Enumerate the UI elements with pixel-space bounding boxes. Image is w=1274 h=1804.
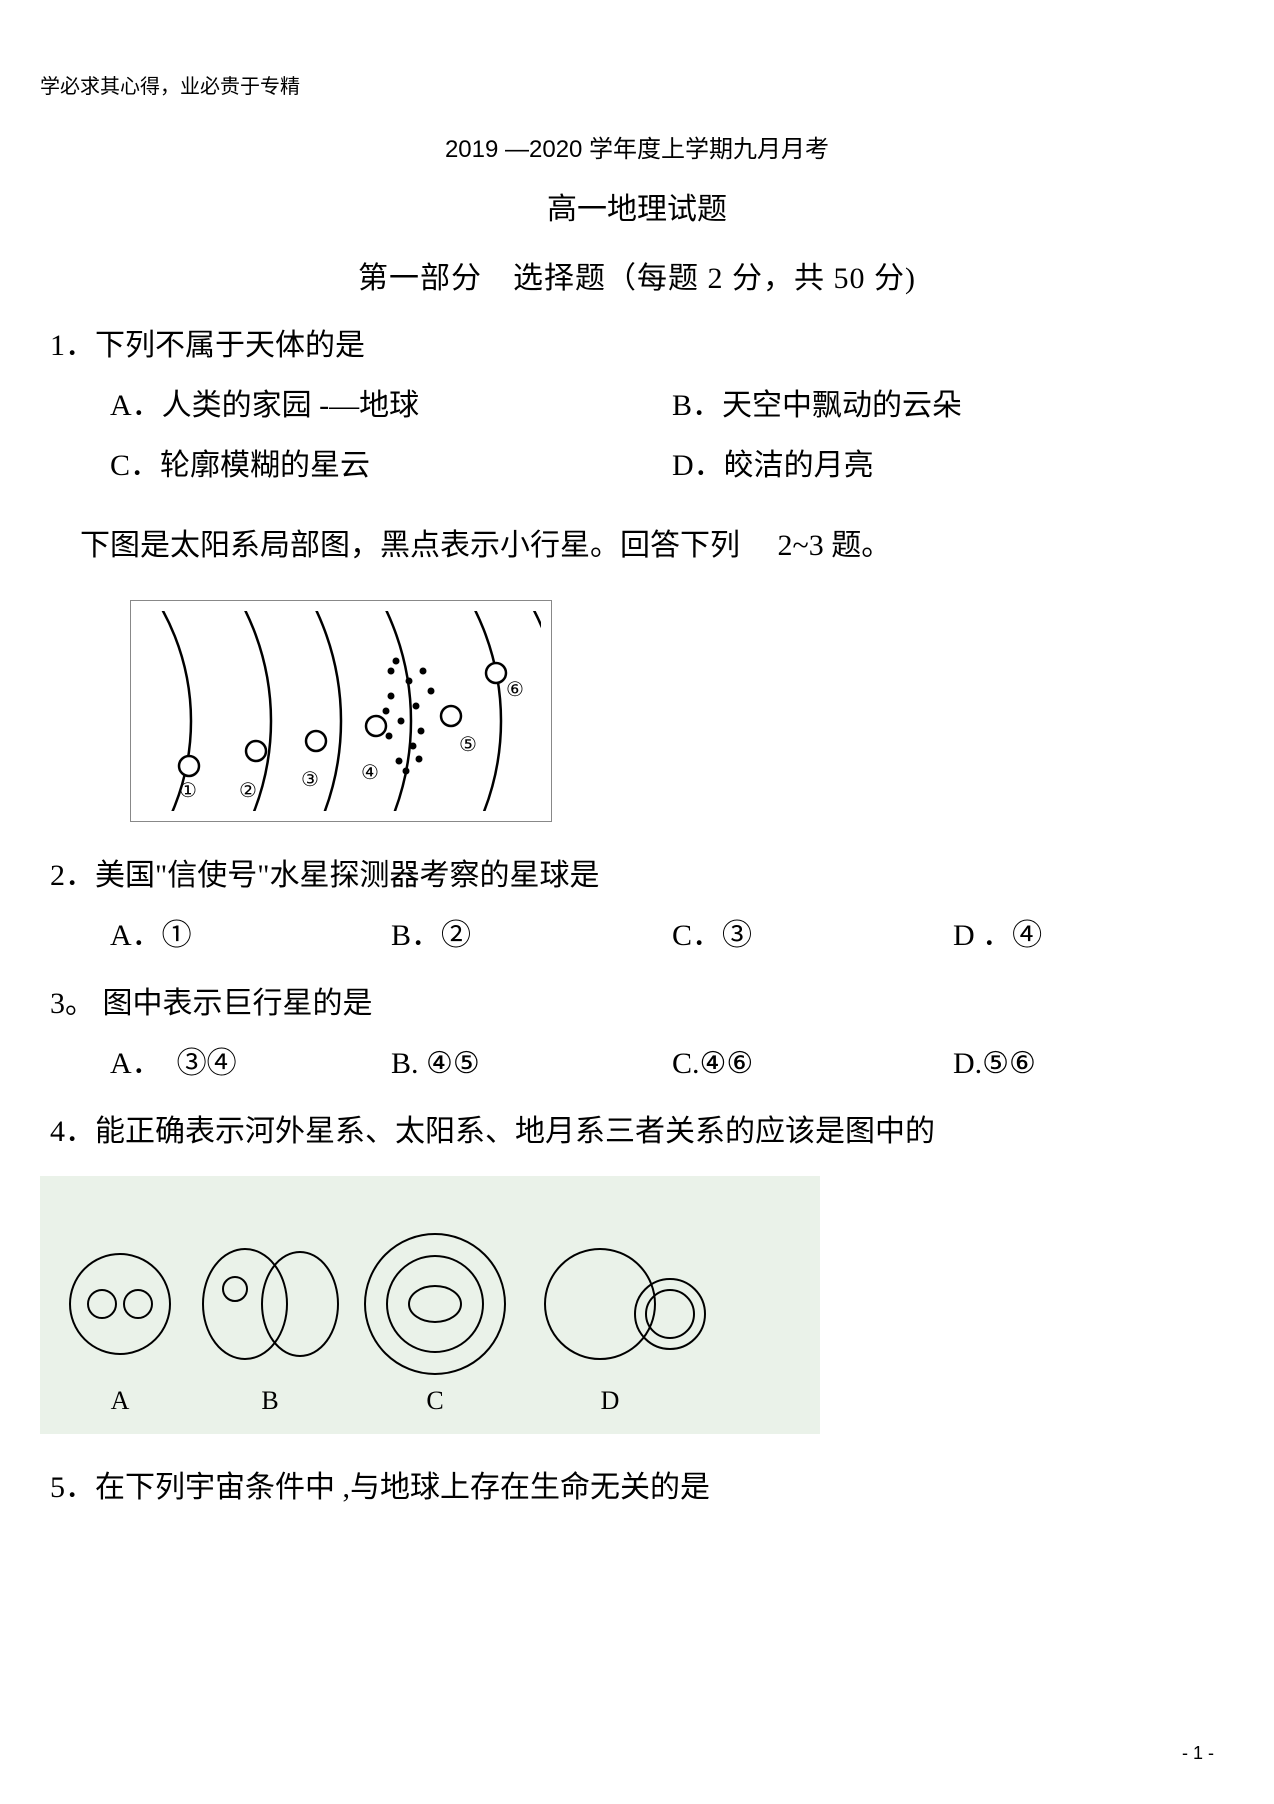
question-3-options: A． ③④ B. ④⑤ C.④⑥ D.⑤⑥ — [110, 1040, 1234, 1088]
figure-venn-options: A B C D — [40, 1176, 820, 1434]
question-3-text: 3。 图中表示巨行星的是 — [50, 980, 1234, 1028]
question-1-options: A．人类的家园 -—地球 B．天空中飘动的云朵 C．轮廓模糊的星云 D．皎洁的月… — [110, 382, 1234, 502]
question-2: 2．美国"信使号"水星探测器考察的星球是 A．① B．② C．③ D ．④ — [40, 852, 1234, 960]
question-4: 4．能正确表示河外星系、太阳系、地月系三者关系的应该是图中的 — [40, 1108, 1234, 1156]
svg-text:④: ④ — [361, 762, 379, 784]
question-2-options: A．① B．② C．③ D ．④ — [110, 912, 1234, 960]
q3-option-d: D.⑤⑥ — [953, 1040, 1234, 1088]
q1-option-d: D．皎洁的月亮 — [672, 442, 1234, 490]
q3-option-c: C.④⑥ — [672, 1040, 953, 1088]
svg-text:⑥: ⑥ — [506, 679, 524, 701]
page-number: - 1 - — [1182, 1743, 1214, 1764]
question-5-text: 5．在下列宇宙条件中 ,与地球上存在生命无关的是 — [50, 1464, 1234, 1512]
svg-text:①: ① — [179, 780, 197, 802]
q3-option-a: A． ③④ — [110, 1040, 391, 1088]
q2-option-c: C．③ — [672, 912, 953, 960]
question-2-text: 2．美国"信使号"水星探测器考察的星球是 — [50, 852, 1234, 900]
exam-title: 高一地理试题 — [40, 184, 1234, 228]
stem-2-3: 下图是太阳系局部图，黑点表示小行星。回答下列 2~3 题。 — [80, 522, 1234, 570]
svg-text:②: ② — [239, 780, 257, 802]
part-heading: 第一部分 选择题（每题 2 分，共 50 分) — [40, 253, 1234, 297]
svg-text:B: B — [261, 1386, 278, 1415]
svg-text:⑤: ⑤ — [459, 734, 477, 756]
question-4-text: 4．能正确表示河外星系、太阳系、地月系三者关系的应该是图中的 — [50, 1108, 1234, 1156]
q1-option-b: B．天空中飘动的云朵 — [672, 382, 1234, 430]
question-5: 5．在下列宇宙条件中 ,与地球上存在生命无关的是 — [40, 1464, 1234, 1512]
figure-solar-system: ① ② ③ ④ ⑤ ⑥ — [130, 600, 552, 822]
svg-text:D: D — [601, 1386, 620, 1415]
q2-option-a: A．① — [110, 912, 391, 960]
svg-text:A: A — [111, 1386, 130, 1415]
exam-header: 2019 —2020 学年度上学期九月月考 — [40, 129, 1234, 164]
q2-option-d: D ．④ — [953, 912, 1234, 960]
question-1: 1．下列不属于天体的是 A．人类的家园 -—地球 B．天空中飘动的云朵 C．轮廓… — [40, 322, 1234, 502]
q1-option-c: C．轮廓模糊的星云 — [110, 442, 672, 490]
motto: 学必求其心得，业必贵于专精 — [40, 70, 1234, 99]
q3-option-b: B. ④⑤ — [391, 1040, 672, 1088]
q2-option-b: B．② — [391, 912, 672, 960]
svg-text:C: C — [426, 1386, 443, 1415]
solar-system-diagram: ① ② ③ ④ ⑤ ⑥ — [141, 611, 541, 811]
q1-option-a: A．人类的家园 -—地球 — [110, 382, 672, 430]
question-3: 3。 图中表示巨行星的是 A． ③④ B. ④⑤ C.④⑥ D.⑤⑥ — [40, 980, 1234, 1088]
svg-text:③: ③ — [301, 769, 319, 791]
venn-options-diagram: A B C D — [50, 1194, 810, 1424]
question-1-text: 1．下列不属于天体的是 — [50, 322, 1234, 370]
